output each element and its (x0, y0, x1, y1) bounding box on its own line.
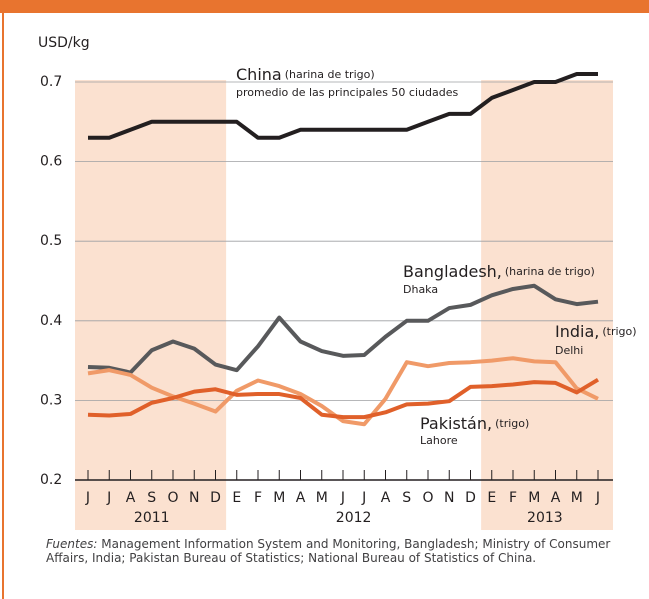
source-text: Management Information System and Monito… (46, 537, 611, 565)
series-note: (harina de trigo) (285, 68, 375, 81)
x-tick-label: O (422, 490, 433, 506)
year-shade (481, 80, 613, 530)
x-tick-label: A (126, 490, 136, 506)
y-tick-label: 0.2 (40, 472, 62, 488)
year-label: 2013 (527, 510, 563, 526)
series-note: (harina de trigo) (505, 265, 595, 278)
y-axis-label: USD/kg (38, 35, 90, 51)
series-line (87, 377, 600, 420)
x-tick-label: J (85, 490, 90, 506)
left-border (2, 0, 4, 599)
x-tick-label: J (361, 490, 366, 506)
x-tick-label: S (147, 490, 156, 506)
series-label: India, (trigo) (555, 322, 637, 341)
x-tick-label: D (465, 490, 476, 506)
series-place: promedio de las principales 50 ciudades (236, 86, 458, 99)
series-name: Pakistán, (420, 414, 492, 433)
source-lead: Fuentes: (46, 537, 98, 551)
x-tick-label: E (487, 490, 496, 506)
shading (75, 80, 613, 530)
year-label: 2011 (134, 510, 170, 526)
x-tick-label: E (232, 490, 241, 506)
series-line (87, 283, 599, 375)
top-band (0, 0, 649, 13)
year-shade (75, 80, 227, 530)
x-tick-label: J (595, 490, 600, 506)
x-tick-label: M (571, 490, 583, 506)
x-tick-label: A (296, 490, 306, 506)
x-tick-label: N (189, 490, 199, 506)
series-place: Delhi (555, 344, 583, 357)
series-place: Dhaka (403, 283, 438, 296)
x-tick-label: F (509, 490, 517, 506)
series-name: India, (555, 322, 599, 341)
y-tick-label: 0.4 (40, 313, 62, 329)
x-tick-label: A (381, 490, 391, 506)
year-label: 2012 (336, 510, 372, 526)
x-tick-label: M (273, 490, 285, 506)
series-label: China (harina de trigo) (236, 65, 375, 84)
x-tick-label: S (402, 490, 411, 506)
source: Fuentes: Management Information System a… (46, 537, 636, 565)
series-place: Lahore (420, 434, 458, 447)
y-tick-label: 0.7 (40, 74, 62, 90)
x-tick-label: M (528, 490, 540, 506)
x-tick-label: N (444, 490, 454, 506)
series-name: Bangladesh, (403, 262, 502, 281)
x-tick-label: D (210, 490, 221, 506)
x-tick-label: A (551, 490, 561, 506)
series-note: (trigo) (602, 325, 636, 338)
x-tick-label: J (340, 490, 345, 506)
x-tick-label: J (106, 490, 111, 506)
series-name: China (236, 65, 282, 84)
x-tick-label: F (254, 490, 262, 506)
series-line (88, 72, 598, 140)
series-label: Bangladesh, (harina de trigo) (403, 262, 595, 281)
x-tick-label: O (167, 490, 178, 506)
x-tick-label: M (316, 490, 328, 506)
y-tick-label: 0.6 (40, 154, 62, 170)
series-label: Pakistán, (trigo) (420, 414, 529, 433)
y-tick-label: 0.3 (40, 392, 62, 408)
y-tick-label: 0.5 (40, 233, 62, 249)
series-note: (trigo) (495, 417, 529, 430)
